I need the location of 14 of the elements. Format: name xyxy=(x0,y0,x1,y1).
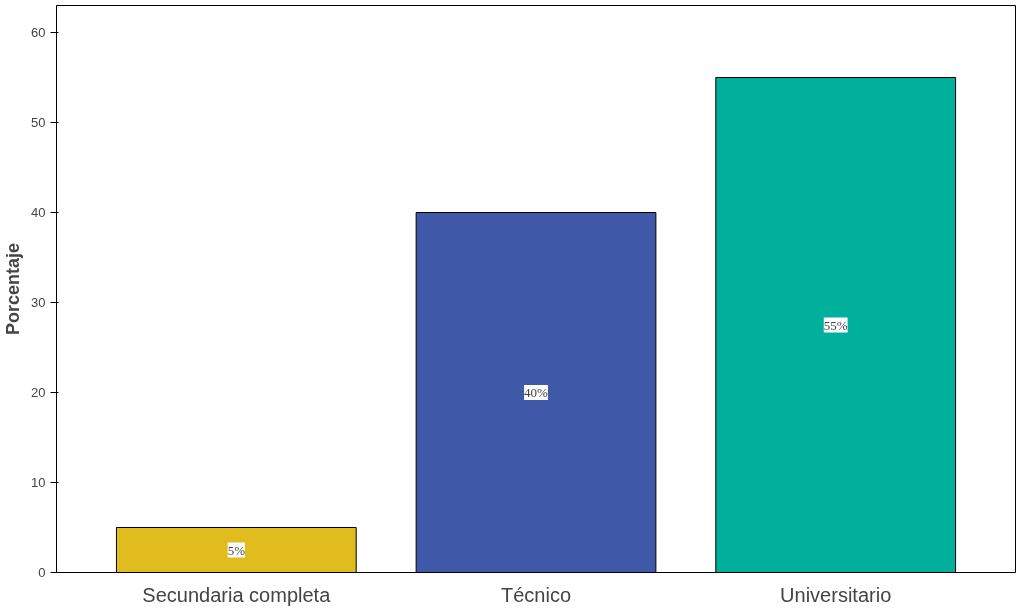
y-tick-label: 30 xyxy=(31,295,46,310)
data-label: 40% xyxy=(524,385,549,400)
y-tick-label: 50 xyxy=(31,115,46,130)
data-label: 5% xyxy=(227,542,246,558)
y-tick-label: 60 xyxy=(31,25,46,40)
y-tick-label: 20 xyxy=(31,385,46,400)
x-tick-label: Secundaria completa xyxy=(142,583,332,606)
data-label: 55% xyxy=(823,317,848,333)
x-tick-label: Técnico xyxy=(500,583,572,606)
y-tick-label: 0 xyxy=(38,565,46,580)
y-tick-label: 40 xyxy=(31,205,46,220)
y-tick-label: 10 xyxy=(31,475,46,490)
x-tick-label: Universitario xyxy=(780,583,892,606)
y-axis-title: Porcentaje xyxy=(3,242,24,336)
